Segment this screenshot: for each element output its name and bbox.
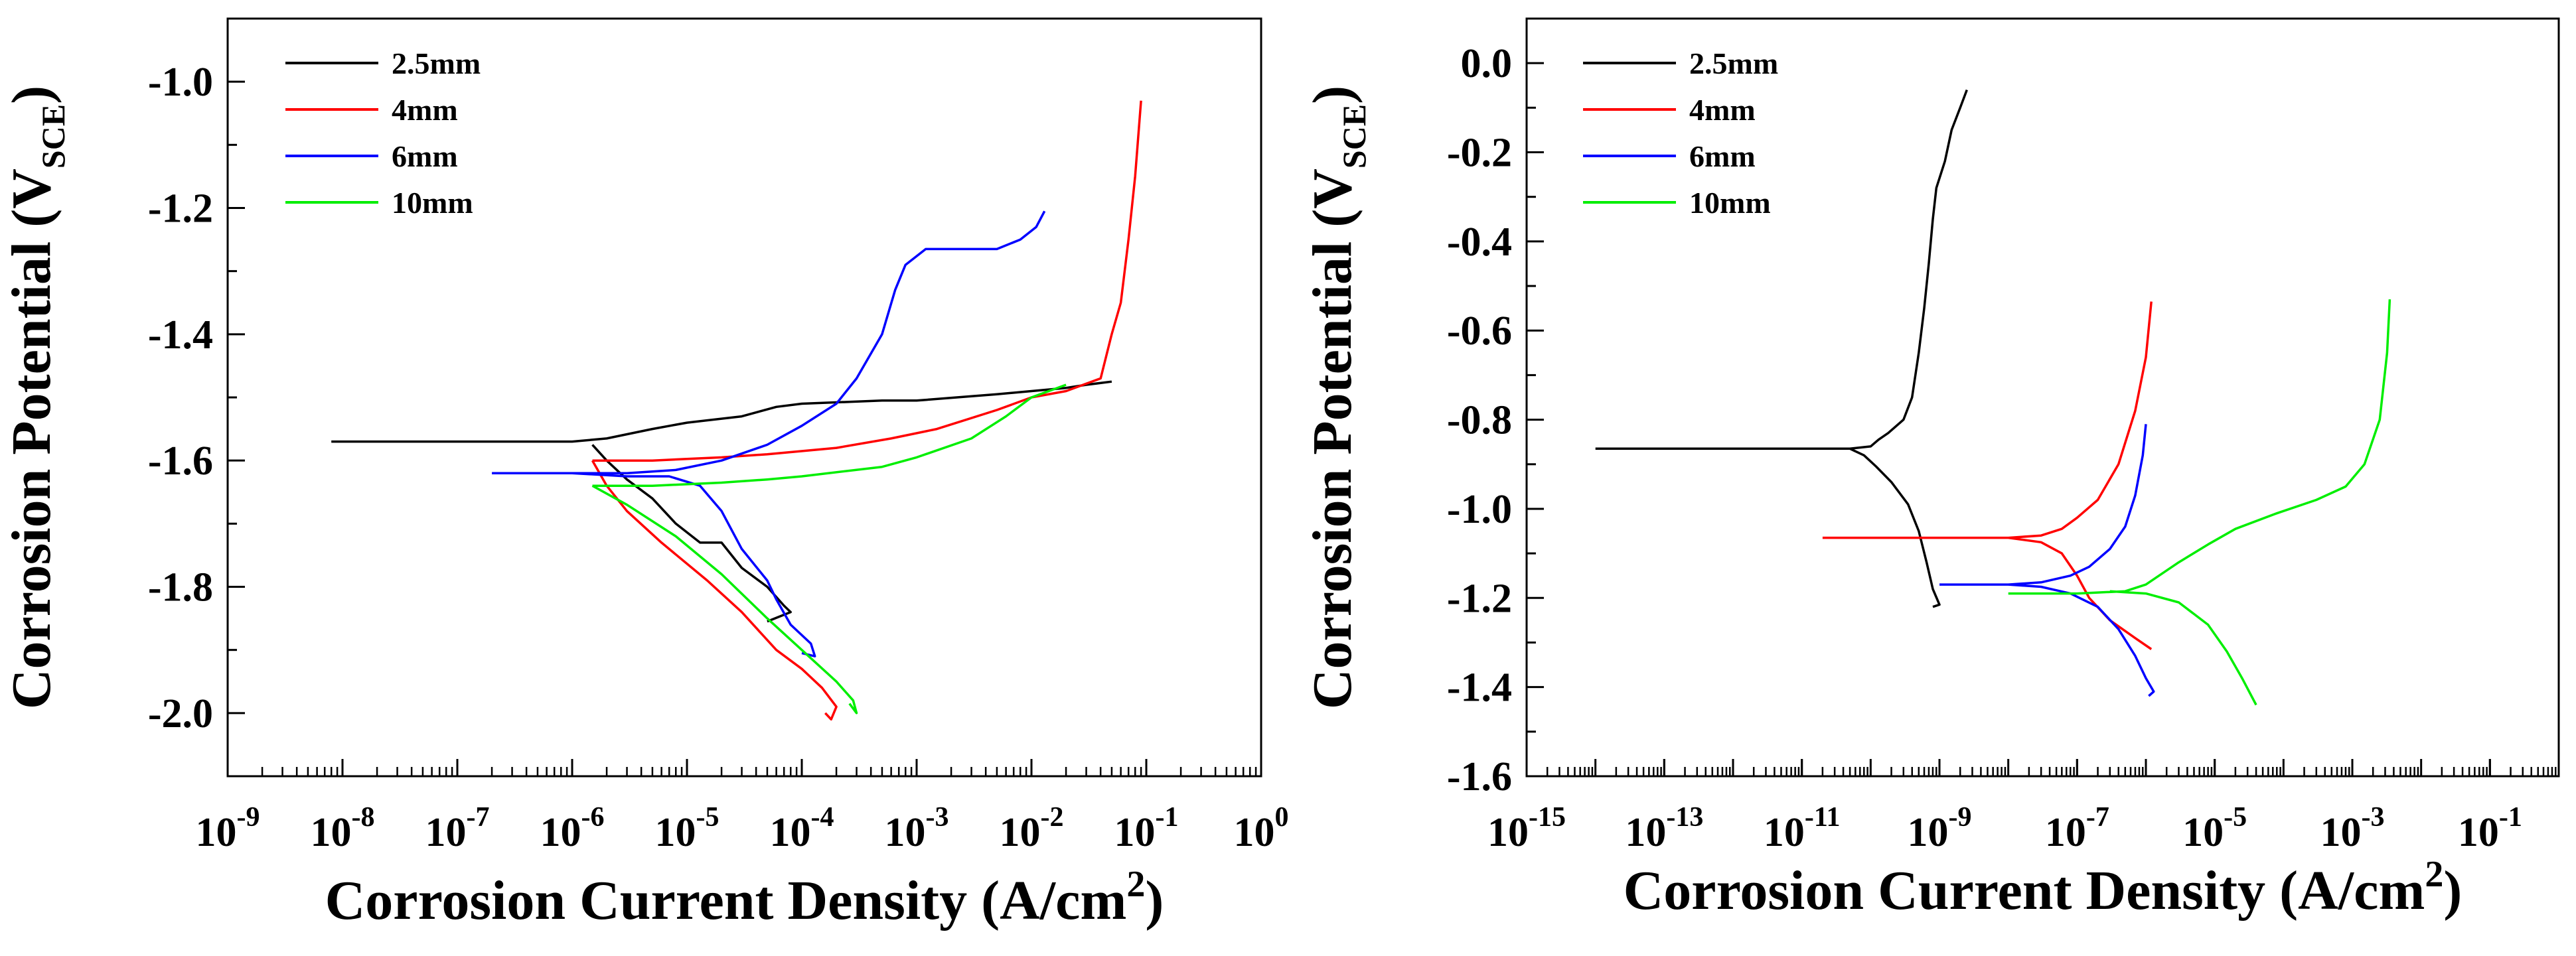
x-tick-label: 10-9 — [1908, 802, 1972, 855]
y-axis-title: Corrosion Potential (VSCE) — [1, 86, 72, 709]
series-line-4mm — [1822, 301, 2153, 650]
legend-label: 10mm — [392, 186, 473, 220]
x-tick-label: 10-5 — [655, 802, 720, 855]
plot-frame — [226, 17, 1262, 778]
y-tick-label: -1.4 — [148, 312, 213, 358]
x-tick-label: 10-9 — [196, 802, 260, 855]
y-tick-label: -1.0 — [148, 60, 213, 105]
x-tick-label: 10-7 — [2045, 802, 2109, 855]
x-tick-label: 10-11 — [1764, 802, 1841, 855]
y-tick-label: -2.0 — [148, 691, 213, 736]
y-tick-label: -0.8 — [1447, 398, 1512, 443]
legend-label: 2.5mm — [1689, 46, 1778, 80]
x-axis-title: Corrosion Current Density (A/cm2) — [325, 864, 1164, 931]
legend-label: 6mm — [392, 139, 458, 173]
x-tick-label: 10-8 — [311, 802, 375, 855]
x-tick-label: 10-3 — [2320, 802, 2385, 855]
x-tick-label: 10-3 — [885, 802, 949, 855]
series-line-4mm — [591, 100, 1142, 721]
y-tick-label: -1.8 — [148, 565, 213, 610]
x-tick-label: 10-4 — [770, 802, 834, 855]
x-tick-label: 10-1 — [2458, 802, 2522, 855]
x-tick-label: 10-5 — [2182, 802, 2247, 855]
y-axis-title: Corrosion Potential (VSCE) — [1302, 86, 1373, 709]
series-line-2.5mm — [1595, 89, 1968, 608]
x-tick-label: 10-1 — [1114, 802, 1179, 855]
series-line-6mm — [1939, 424, 2155, 697]
x-tick-label: 10-15 — [1487, 802, 1566, 855]
x-axis-title: Corrosion Current Density (A/cm2) — [1624, 854, 2462, 922]
series-line-10mm — [591, 383, 1067, 715]
legend-label: 4mm — [1689, 93, 1756, 127]
y-tick-label: -1.0 — [1447, 487, 1512, 532]
y-tick-label: -0.4 — [1447, 220, 1512, 265]
y-tick-label: -1.6 — [1447, 754, 1512, 799]
y-tick-label: -1.2 — [148, 186, 213, 232]
legend-label: 10mm — [1689, 186, 1771, 220]
x-tick-label: 10-13 — [1625, 802, 1703, 855]
y-tick-label: -1.6 — [148, 439, 213, 484]
y-tick-label: -0.6 — [1447, 308, 1512, 354]
series-line-6mm — [492, 210, 1046, 657]
legend-label: 2.5mm — [392, 46, 481, 80]
x-tick-label: 10-7 — [425, 802, 490, 855]
x-tick-label: 10-2 — [1000, 802, 1064, 855]
legend-label: 4mm — [392, 93, 458, 127]
x-tick-label: 10-6 — [540, 802, 605, 855]
series-line-2.5mm — [331, 380, 1112, 623]
series-line-10mm — [2008, 299, 2391, 706]
y-tick-label: 0.0 — [1461, 41, 1513, 86]
chart-right: 10-15 10-13 10-11 10-9 10-7 10-5 10-3 10-1 -1.6 -… — [1302, 17, 2560, 922]
y-tick-label: -0.2 — [1447, 131, 1512, 176]
chart-left: 10-9 10-8 10-7 10-6 10-5 10-4 10-3 10-2 10-1 100 -… — [1, 17, 1289, 931]
y-tick-label: -1.2 — [1447, 576, 1512, 621]
legend-label: 6mm — [1689, 139, 1756, 173]
plot-frame — [1525, 17, 2560, 778]
y-tick-label: -1.4 — [1447, 665, 1512, 711]
x-tick-label: 100 — [1234, 802, 1289, 855]
